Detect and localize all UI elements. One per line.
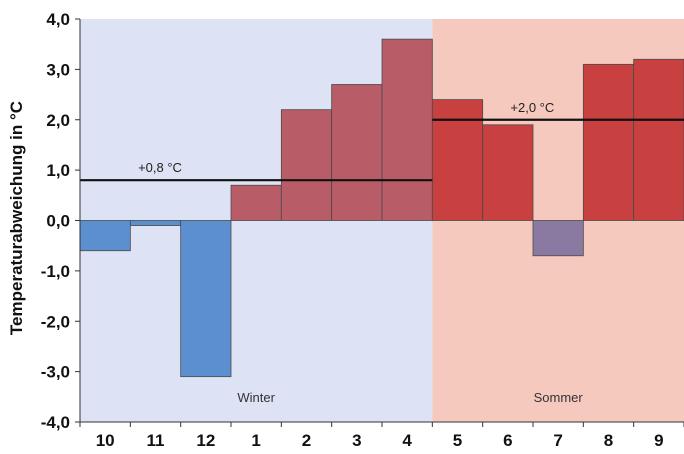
bar-4 (381, 38, 433, 221)
axes (75, 18, 684, 427)
bar-5 (431, 99, 484, 221)
tick-labels: 4,03,02,01,00,0-1,0-2,0-3,0-4,010 11 12 1 2 3… (41, 10, 664, 450)
y-tick-label: 4,0 (46, 10, 70, 29)
y-tick-label: 3,0 (46, 60, 70, 79)
y-tick-label: 2,0 (46, 111, 70, 130)
y-tick-label: 0,0 (46, 212, 70, 231)
mean-line-label-1: +2,0 °C (510, 100, 554, 115)
x-tick-label: 7 (553, 431, 562, 450)
x-tick-label: 3 (352, 431, 361, 450)
y-tick-label: 1,0 (46, 161, 70, 180)
x-tick-label: 12 (196, 431, 215, 450)
y-tick-label: -1,0 (41, 262, 70, 281)
x-tick-label: 8 (604, 431, 613, 450)
bars (79, 38, 684, 378)
bar-9 (633, 58, 684, 221)
bar-2 (280, 109, 333, 221)
mean-lines: +0,8 °C +2,0 °C (80, 100, 684, 182)
season-label-1: Sommer (534, 390, 584, 405)
y-tick-label: -4,0 (41, 413, 70, 432)
season-label-0: Winter (237, 390, 275, 405)
x-tick-label: 9 (654, 431, 663, 450)
bar-1 (230, 184, 282, 221)
x-tick-label: 4 (402, 431, 412, 450)
bar-11 (129, 220, 182, 226)
bar-10 (79, 220, 131, 252)
bar-8 (582, 63, 635, 221)
x-tick-label: 1 (251, 431, 260, 450)
y-tick-label: -2,0 (41, 312, 70, 331)
bar-6 (482, 124, 534, 221)
x-tick-label: 6 (503, 431, 512, 450)
x-tick-label: 2 (302, 431, 311, 450)
mean-line-label-0: +0,8 °C (138, 160, 182, 175)
bar-3 (331, 84, 383, 221)
y-axis-label: Temperaturabweichung in °C (7, 101, 26, 335)
x-tick-label: 10 (96, 431, 115, 450)
x-tick-label: 11 (147, 431, 165, 450)
bar-7 (532, 220, 584, 257)
y-tick-label: -3,0 (41, 363, 70, 382)
x-tick-label: 5 (453, 431, 462, 450)
bar-12 (180, 220, 232, 378)
